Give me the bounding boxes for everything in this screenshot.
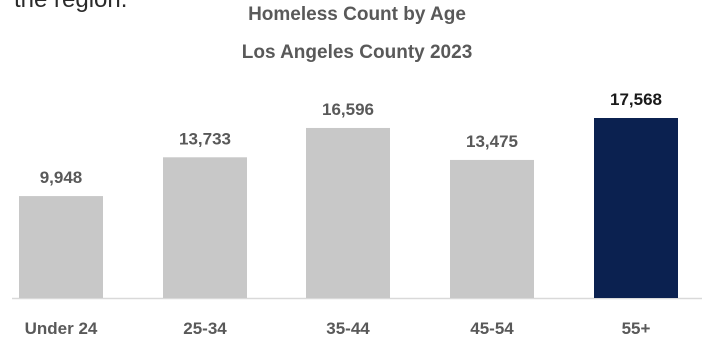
bar-under-24 xyxy=(19,196,103,298)
category-label: 55+ xyxy=(622,319,651,338)
category-label: 45-54 xyxy=(470,319,514,338)
chart-title: Homeless Count by Age xyxy=(248,4,466,25)
bar-35-44 xyxy=(306,127,390,298)
category-label: Under 24 xyxy=(25,319,98,338)
category-label: 25-34 xyxy=(183,319,227,338)
clipped-paragraph-text: the region. xyxy=(14,0,127,14)
value-label: 16,596 xyxy=(322,100,374,119)
value-label: 13,733 xyxy=(179,129,231,148)
value-label: 13,475 xyxy=(466,132,518,151)
bar-55- xyxy=(594,118,678,298)
value-label: 9,948 xyxy=(40,168,83,187)
value-label: 17,568 xyxy=(610,90,662,109)
bar-45-54 xyxy=(450,159,534,298)
chart-subtitle: Los Angeles County 2023 xyxy=(241,42,473,63)
category-label: 35-44 xyxy=(326,319,370,338)
bar-25-34 xyxy=(163,157,247,298)
